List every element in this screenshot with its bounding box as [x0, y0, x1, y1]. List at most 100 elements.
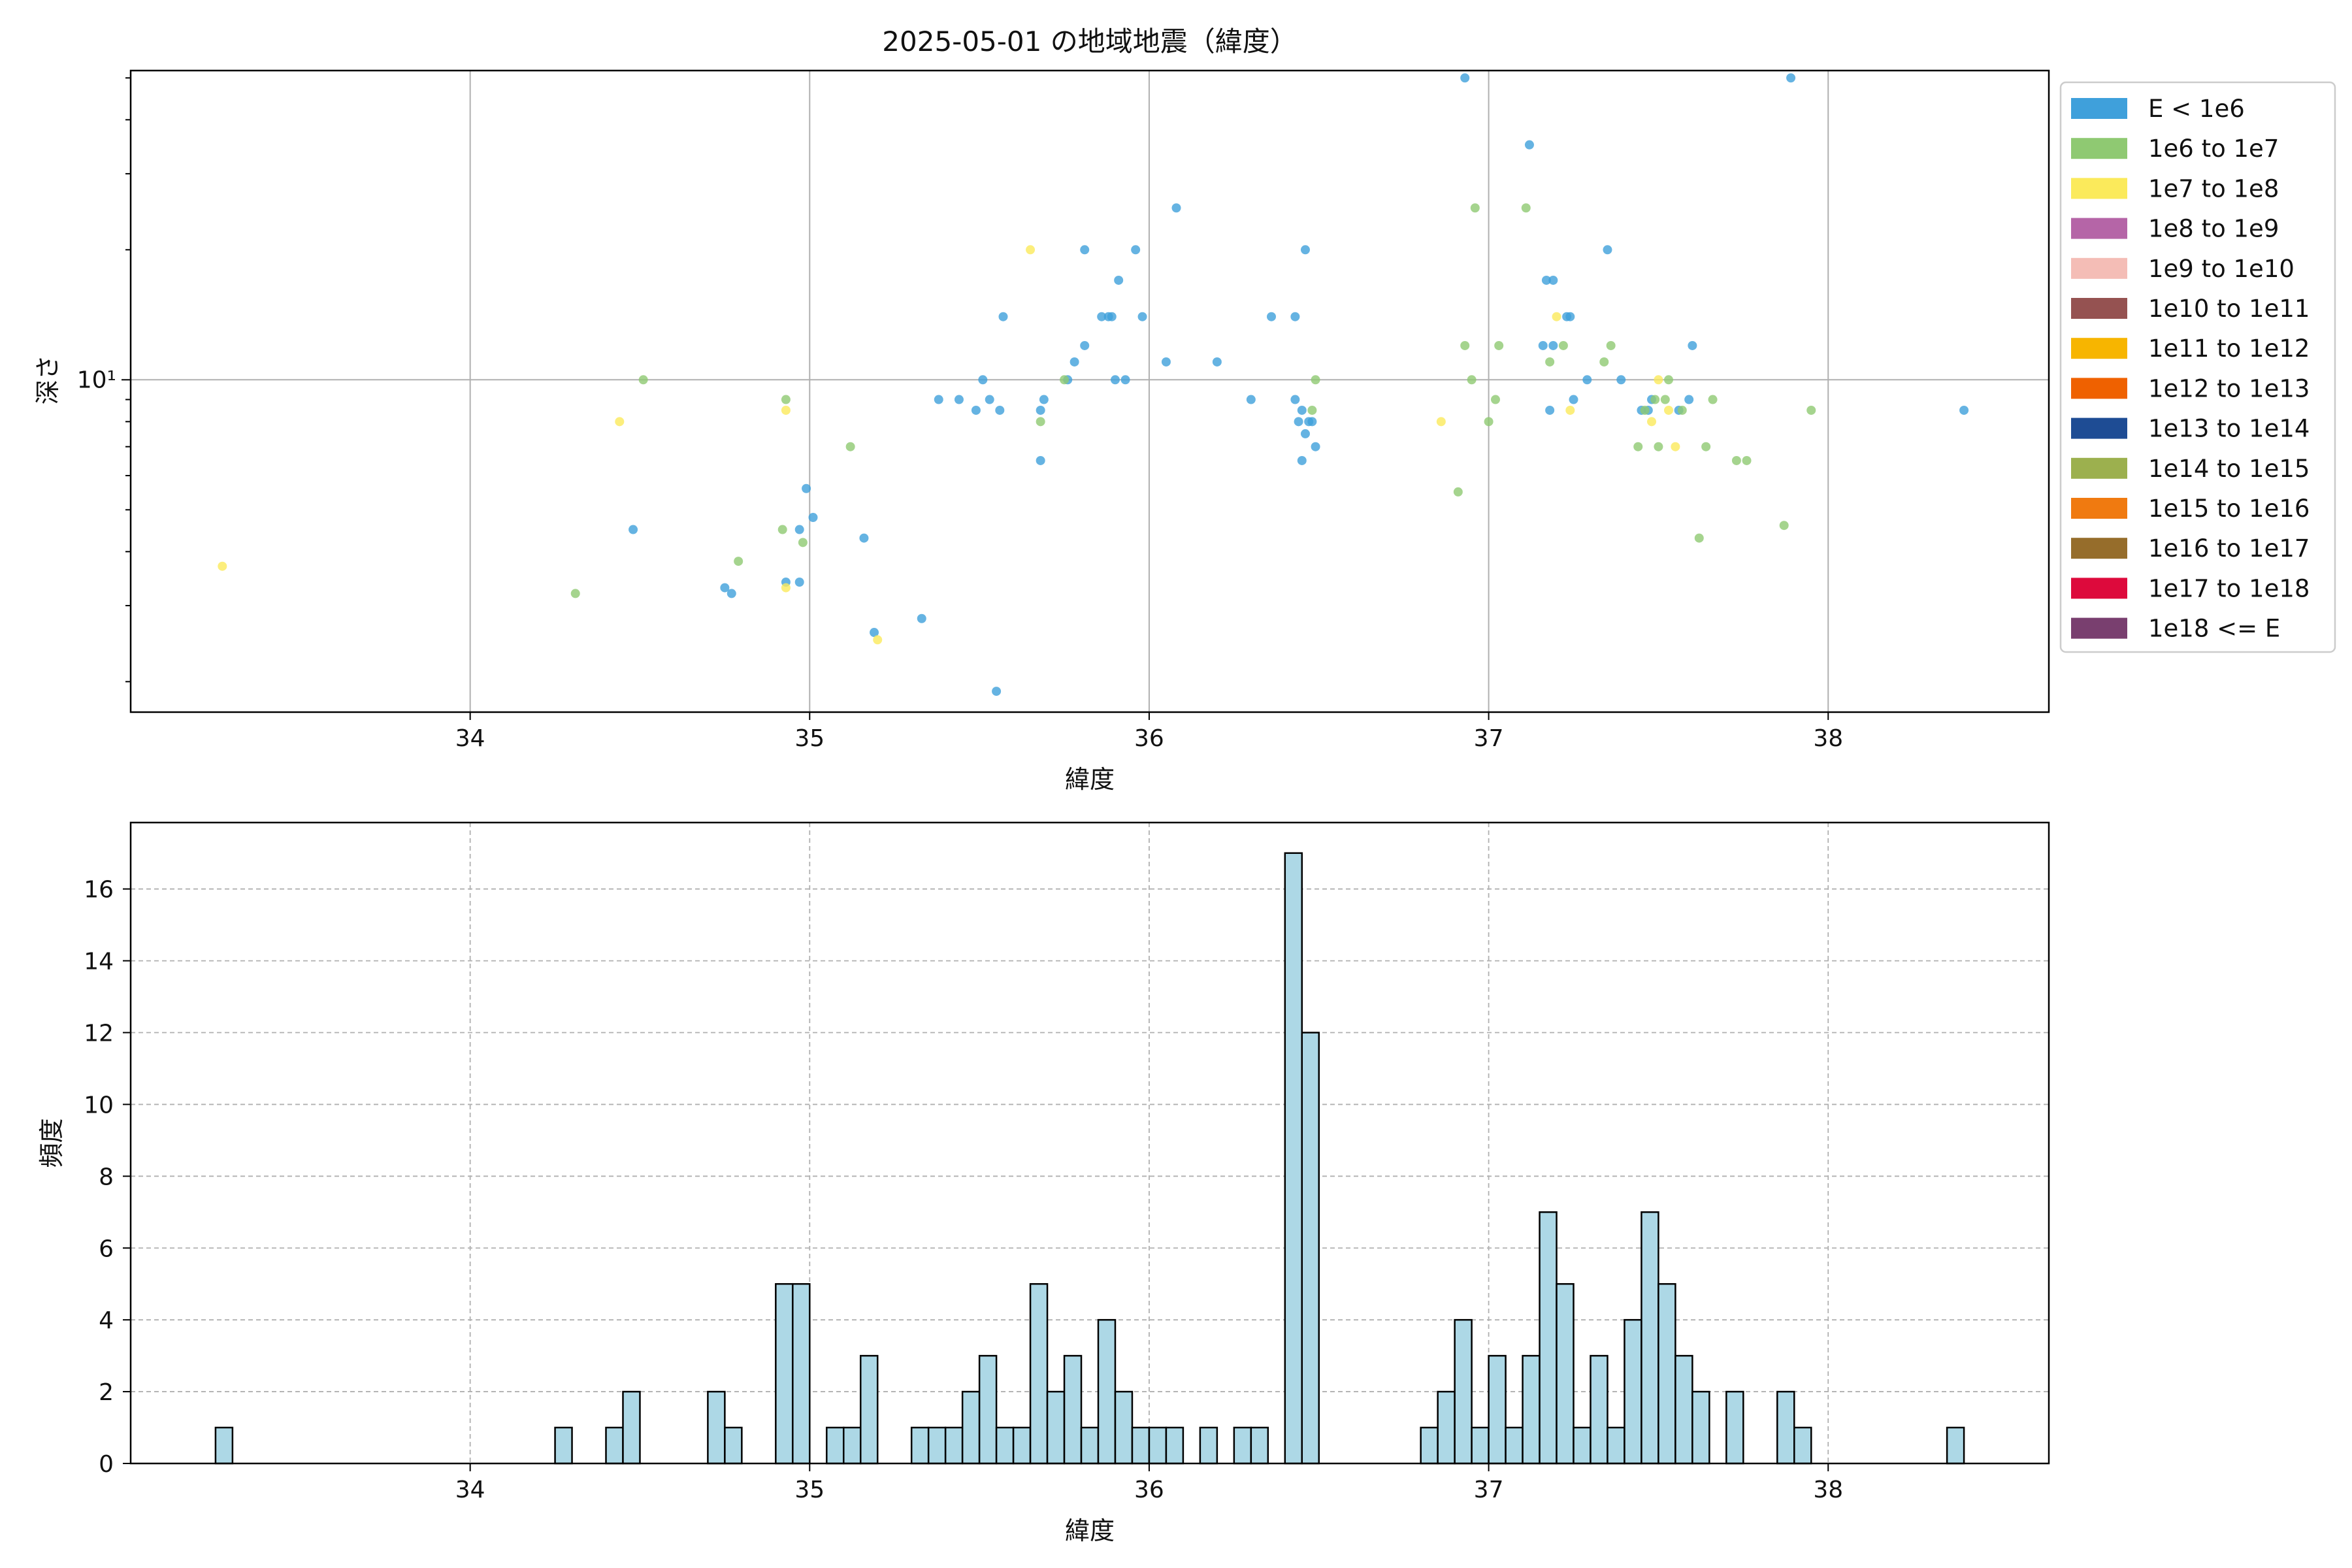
scatter-point: [1311, 442, 1320, 451]
scatter-point: [1097, 312, 1107, 321]
scatter-point: [727, 589, 736, 598]
histogram-frame: [129, 821, 2050, 1465]
scatter-point: [1647, 417, 1657, 427]
scatter-point: [794, 525, 804, 534]
scatter-x-tick-label: 38: [1813, 725, 1843, 752]
scatter-point: [978, 375, 988, 385]
histogram-bar: [1471, 1426, 1490, 1465]
scatter-point: [1036, 455, 1045, 465]
scatter-point: [1490, 395, 1500, 404]
scatter-point: [1311, 375, 1320, 385]
scatter-point: [1070, 357, 1079, 367]
legend-label: 1e10 to 1e11: [2148, 295, 2310, 323]
scatter-point: [1110, 375, 1120, 385]
hist-y-tick-label: 12: [84, 1021, 114, 1047]
histogram-bar: [1522, 1354, 1541, 1465]
scatter-x-tick-label: 36: [1134, 725, 1164, 752]
legend-swatch: [2071, 457, 2127, 479]
histogram-bar: [775, 1282, 794, 1465]
scatter-point: [1026, 245, 1036, 255]
scatter-point: [1663, 375, 1673, 385]
scatter-point: [1114, 275, 1124, 285]
scatter-point: [1684, 395, 1694, 404]
scatter-point: [1959, 405, 1969, 415]
legend: E < 1e6 1e6 to 1e7 1e7 to 1e8 1e8 to 1e9 1e9…: [2059, 81, 2336, 653]
hist-y-tick-label: 16: [84, 877, 114, 904]
scatter-point: [629, 525, 638, 534]
scatter-point: [1603, 245, 1612, 255]
scatter-point: [1538, 340, 1548, 350]
histogram-bar: [995, 1426, 1015, 1465]
scatter-point: [1290, 395, 1300, 404]
scatter-point: [1565, 312, 1575, 321]
histogram-bar: [1725, 1390, 1744, 1465]
scatter-point: [1731, 455, 1741, 465]
scatter-point: [1616, 375, 1626, 385]
scatter-point: [794, 578, 804, 587]
legend-swatch: [2071, 218, 2127, 239]
histogram-bar: [554, 1426, 573, 1465]
legend-label: 1e17 to 1e18: [2148, 574, 2310, 602]
scatter-point: [1436, 417, 1446, 427]
histogram-bar: [1012, 1426, 1032, 1465]
scatter-point: [1654, 375, 1663, 385]
histogram-bar: [1131, 1426, 1151, 1465]
legend-swatch: [2071, 138, 2127, 159]
histogram-bar: [1284, 852, 1303, 1465]
hist-y-tick-label: 14: [84, 949, 114, 975]
scatter-y-tick-label: 10¹: [77, 367, 116, 393]
scatter-point: [1494, 340, 1504, 350]
scatter-point: [1650, 395, 1660, 404]
histogram-bar: [944, 1426, 964, 1465]
histogram-bar: [707, 1390, 726, 1465]
hist-x-axis-label: 緯度: [1065, 1516, 1115, 1545]
histogram-bar: [927, 1426, 947, 1465]
scatter-point: [1460, 73, 1470, 83]
histogram-bar: [1250, 1426, 1269, 1465]
scatter-point: [859, 533, 869, 543]
scatter-point: [1307, 417, 1317, 427]
legend-swatch: [2071, 417, 2127, 439]
hist-x-tick-label: 38: [1813, 1477, 1843, 1503]
histogram-bar: [1114, 1390, 1134, 1465]
scatter-point: [1039, 395, 1049, 404]
scatter-point: [1300, 245, 1310, 255]
scatter-point: [1080, 340, 1090, 350]
scatter-point: [1484, 417, 1494, 427]
scatter-point: [1552, 312, 1561, 321]
legend-label: 1e7 to 1e8: [2148, 174, 2279, 203]
histogram-bar: [792, 1282, 811, 1465]
scatter-point: [1671, 442, 1680, 451]
scatter-point: [1565, 405, 1575, 415]
scatter-point: [781, 395, 791, 404]
histogram-bar: [622, 1390, 641, 1465]
scatter-point: [1297, 455, 1307, 465]
legend-label: 1e9 to 1e10: [2148, 255, 2295, 283]
hist-x-tick-label: 37: [1474, 1477, 1504, 1503]
legend-label: 1e15 to 1e16: [2148, 495, 2310, 523]
scatter-point: [992, 687, 1002, 696]
legend-swatch: [2071, 338, 2127, 359]
scatter-point: [1599, 357, 1609, 367]
scatter-point: [1545, 357, 1555, 367]
scatter-point: [1660, 395, 1670, 404]
legend-label: 1e14 to 1e15: [2148, 455, 2310, 483]
histogram-bar: [1148, 1426, 1168, 1465]
histogram-bar: [978, 1354, 998, 1465]
scatter-point: [1524, 140, 1534, 150]
scatter-point: [1212, 357, 1222, 367]
histogram-bar: [214, 1426, 234, 1465]
legend-swatch: [2071, 298, 2127, 319]
histogram-bar: [1046, 1390, 1066, 1465]
scatter-point: [1137, 312, 1147, 321]
histogram-bar: [1505, 1426, 1524, 1465]
scatter-point: [1171, 203, 1181, 213]
histogram-bar: [1199, 1426, 1218, 1465]
scatter-point: [1640, 405, 1650, 415]
hist-y-tick-label: 0: [99, 1451, 114, 1478]
hist-y-tick-label: 6: [99, 1235, 114, 1262]
histogram-bar: [910, 1426, 930, 1465]
scatter-point: [1688, 340, 1697, 350]
scatter-point: [1558, 340, 1568, 350]
legend-swatch: [2071, 378, 2127, 399]
